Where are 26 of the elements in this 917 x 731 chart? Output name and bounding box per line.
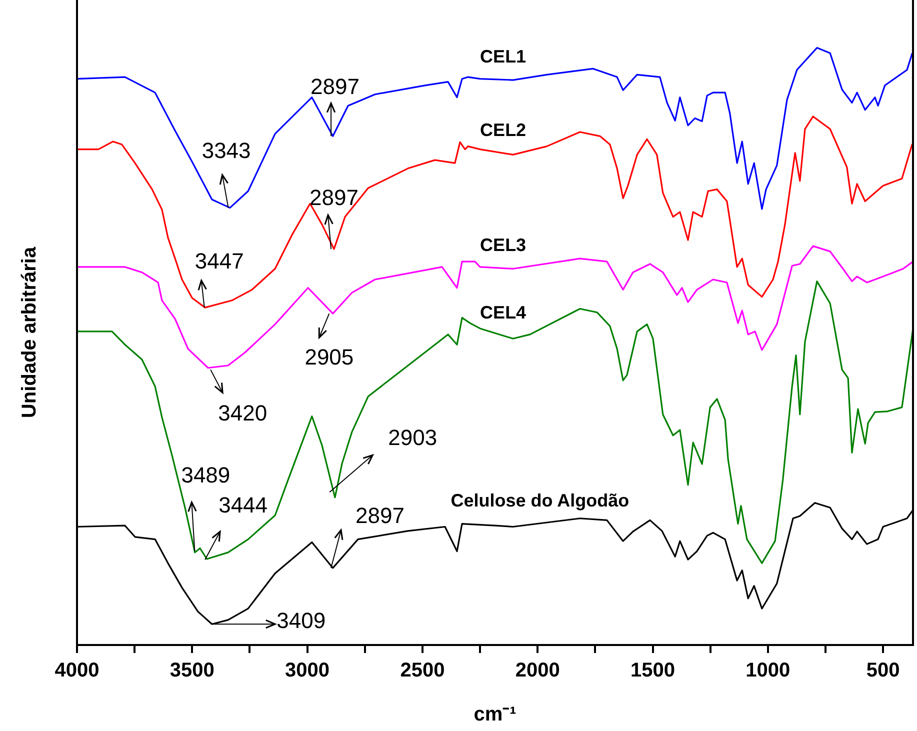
x-axis-title: cm⁻¹ xyxy=(474,704,517,726)
annotation: 2897 xyxy=(356,503,404,528)
annotation: 2903 xyxy=(388,425,438,450)
annotation: 2897 xyxy=(310,74,360,100)
x-tick-label: 2500 xyxy=(400,660,445,682)
x-tick-label: 2000 xyxy=(515,660,560,682)
x-tick-label: 3500 xyxy=(170,660,214,682)
series-label: CEL3 xyxy=(480,235,526,256)
series-label: CEL1 xyxy=(480,46,526,67)
x-tick-label: 3000 xyxy=(285,660,330,682)
x-tick-label: 4000 xyxy=(54,660,100,682)
annotation: 3447 xyxy=(194,248,244,274)
annotation: 2897 xyxy=(310,185,358,210)
annotation: 3489 xyxy=(181,462,230,488)
annotation: 3409 xyxy=(276,608,326,634)
series-label: CEL4 xyxy=(480,302,526,323)
x-tick-label: 1500 xyxy=(630,660,676,682)
annotation: 3420 xyxy=(218,400,268,426)
x-tick-label: 1000 xyxy=(746,660,790,682)
series-label: CEL2 xyxy=(480,120,526,140)
x-tick-label: 500 xyxy=(866,660,900,682)
annotation: 3343 xyxy=(202,138,251,163)
y-axis-title: Unidade arbitrária xyxy=(18,246,41,418)
annotation: 3444 xyxy=(218,492,268,518)
series-label: Celulose do Algodão xyxy=(450,490,630,510)
annotation: 2905 xyxy=(304,344,354,370)
